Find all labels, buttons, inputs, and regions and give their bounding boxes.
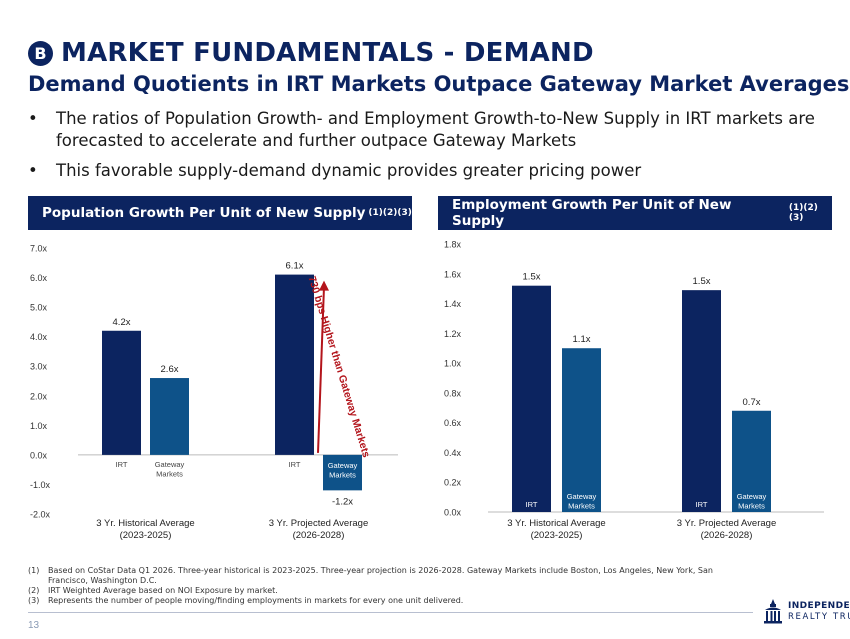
population-chart-bar-gateway — [323, 454, 362, 491]
population-chart-series-label: Gateway — [328, 461, 358, 470]
bullet-item: • This favorable supply-demand dynamic p… — [28, 160, 828, 182]
employment-chart-header: Employment Growth Per Unit of New Supply… — [438, 196, 832, 230]
bullet-list: • The ratios of Population Growth- and E… — [28, 108, 828, 190]
employment-chart-y-tick-label: 1.4x — [444, 299, 462, 309]
logo-text-line2: REALTY TRUST — [788, 612, 850, 622]
population-chart-series-label: IRT — [116, 460, 128, 469]
employment-chart-y-tick-label: 1.6x — [444, 269, 462, 279]
population-chart-y-tick-label: 0.0x — [30, 450, 48, 460]
employment-chart-group-label: (2026-2028) — [701, 530, 753, 541]
population-chart-bar-gateway — [150, 378, 189, 455]
bullet-dot: • — [28, 109, 38, 128]
employment-chart-series-label: Gateway — [737, 492, 767, 501]
population-chart-y-tick-label: 7.0x — [30, 244, 48, 254]
footnote-text: Represents the number of people moving/f… — [48, 596, 464, 605]
employment-chart-group-label: 3 Yr. Historical Average — [507, 518, 605, 529]
population-chart-data-label: 6.1x — [286, 261, 304, 272]
population-chart-data-label: 4.2x — [113, 317, 131, 328]
employment-chart-bar-irt — [682, 290, 721, 512]
population-chart-group-label: (2023-2025) — [120, 530, 172, 541]
population-chart-series-label: IRT — [289, 460, 301, 469]
bullet-text: This favorable supply-demand dynamic pro… — [56, 161, 642, 180]
employment-chart-series-label: IRT — [696, 500, 708, 509]
population-chart-series-label: Markets — [156, 469, 183, 478]
employment-chart-data-label: 1.1x — [573, 334, 591, 345]
employment-growth-chart: 1.8x 1.6x 1.4x 1.2x 1.0x 0.8x 0.6x 0.4x 0.2x 0.0x… — [444, 240, 824, 541]
employment-chart-data-label: 1.5x — [693, 276, 711, 287]
employment-chart-y-tick-label: 1.0x — [444, 359, 462, 369]
footnote-text: Based on CoStar Data Q1 2026. Three-year… — [48, 566, 713, 585]
footnote-text: IRT Weighted Average based on NOI Exposu… — [48, 586, 278, 595]
population-chart-title: Population Growth Per Unit of New Supply — [42, 205, 366, 221]
population-growth-chart: 7.0x 6.0x 5.0x 4.0x 3.0x 2.0x 1.0x 0.0x -1.0x -2.… — [30, 244, 398, 541]
annotation-text: 730 bps Higher than Gateway Markets — [305, 275, 372, 459]
bullet-dot: • — [28, 161, 38, 180]
company-logo: INDEPENDENCE REALTY TRUST — [762, 598, 850, 626]
population-chart-group-label: 3 Yr. Historical Average — [96, 518, 194, 529]
population-chart-series-label: Gateway — [155, 460, 185, 469]
page-number: 13 — [28, 620, 40, 631]
employment-chart-bar-gateway — [732, 410, 771, 512]
population-chart-bar-irt — [102, 330, 141, 455]
employment-chart-y-tick-label: 1.2x — [444, 329, 462, 339]
population-chart-y-tick-label: 3.0x — [30, 362, 48, 372]
population-chart-y-tick-label: -1.0x — [30, 480, 51, 490]
page-subtitle: Demand Quotients in IRT Markets Outpace … — [28, 72, 850, 96]
employment-chart-data-label: 0.7x — [743, 397, 761, 408]
bullet-text: The ratios of Population Growth- and Emp… — [56, 109, 815, 150]
section-badge: B — [28, 40, 53, 66]
employment-chart-title: Employment Growth Per Unit of New Supply — [452, 197, 732, 229]
footnote-number: (1) — [28, 566, 40, 575]
employment-chart-y-tick-label: 0.8x — [444, 388, 462, 398]
population-chart-data-label: -1.2x — [332, 496, 353, 507]
population-chart-y-tick-label: 5.0x — [30, 303, 48, 313]
population-chart-y-tick-label: 6.0x — [30, 273, 48, 283]
population-chart-data-label: 2.6x — [161, 364, 179, 375]
population-chart-header: Population Growth Per Unit of New Supply… — [28, 196, 412, 230]
annotation-arrow-line — [317, 286, 325, 453]
population-chart-series-label: Markets — [329, 470, 356, 479]
population-chart-bar-irt — [275, 274, 314, 455]
employment-chart-bar-gateway — [562, 348, 601, 512]
footnote-number: (3) — [28, 596, 40, 605]
bullet-item: • The ratios of Population Growth- and E… — [28, 108, 828, 152]
population-chart-group-label: 3 Yr. Projected Average — [269, 518, 368, 529]
employment-chart-y-tick-label: 1.8x — [444, 240, 462, 250]
employment-chart-y-tick-label: 0.6x — [444, 418, 462, 428]
employment-chart-y-tick-label: 0.4x — [444, 448, 462, 458]
employment-chart-bar-irt — [512, 285, 551, 512]
footnote-number: (2) — [28, 586, 40, 595]
logo-text-line1: INDEPENDENCE — [788, 601, 850, 611]
employment-chart-footnote-ref: (1)(2)(3) — [788, 203, 818, 223]
footnote: (2) IRT Weighted Average based on NOI Ex… — [28, 586, 718, 596]
population-chart-footnote-ref: (1)(2)(3) — [368, 208, 412, 218]
population-chart-y-tick-label: 2.0x — [30, 391, 48, 401]
employment-chart-series-label: Markets — [568, 502, 595, 511]
population-chart-y-tick-label: 1.0x — [30, 421, 48, 431]
employment-chart-series-label: Markets — [738, 502, 765, 511]
employment-chart-series-label: Gateway — [567, 492, 597, 501]
employment-chart-series-label: IRT — [526, 500, 538, 509]
title-row: B MARKET FUNDAMENTALS - DEMAND — [28, 38, 594, 68]
employment-chart-y-tick-label: 0.0x — [444, 508, 462, 518]
footnote: (1) Based on CoStar Data Q1 2026. Three-… — [28, 566, 718, 586]
logo-icon — [764, 599, 782, 624]
employment-chart-y-tick-label: 0.2x — [444, 478, 462, 488]
footer-divider — [28, 612, 753, 613]
employment-chart-group-label: 3 Yr. Projected Average — [677, 518, 776, 529]
employment-chart-data-label: 1.5x — [523, 272, 541, 283]
page-title: MARKET FUNDAMENTALS - DEMAND — [61, 38, 594, 68]
footnote: (3) Represents the number of people movi… — [28, 596, 718, 606]
population-chart-y-tick-label: 4.0x — [30, 332, 48, 342]
annotation-arrow-head — [319, 280, 329, 291]
footnotes: (1) Based on CoStar Data Q1 2026. Three-… — [28, 566, 718, 606]
employment-chart-group-label: (2023-2025) — [531, 530, 583, 541]
population-chart-group-label: (2026-2028) — [293, 530, 345, 541]
population-chart-y-tick-label: -2.0x — [30, 510, 51, 520]
